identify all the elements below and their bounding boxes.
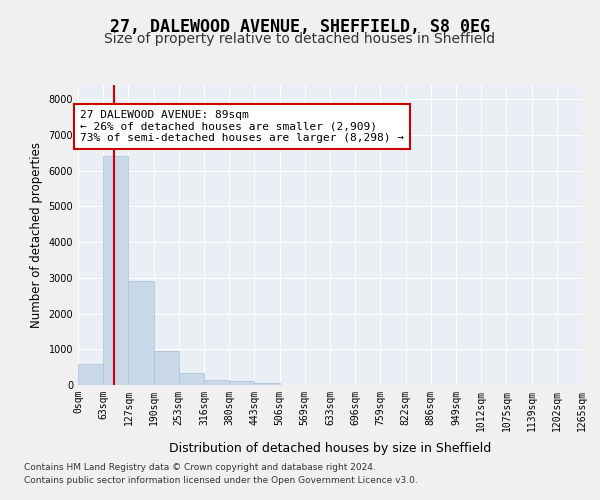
Bar [229, 382, 254, 385]
Bar [78, 364, 103, 385]
Text: Contains HM Land Registry data © Crown copyright and database right 2024.: Contains HM Land Registry data © Crown c… [24, 464, 376, 472]
Bar [128, 282, 154, 385]
Bar [103, 156, 128, 385]
X-axis label: Distribution of detached houses by size in Sheffield: Distribution of detached houses by size … [169, 442, 491, 455]
Bar [254, 383, 280, 385]
Y-axis label: Number of detached properties: Number of detached properties [30, 142, 43, 328]
Bar [179, 372, 204, 385]
Text: 27 DALEWOOD AVENUE: 89sqm
← 26% of detached houses are smaller (2,909)
73% of se: 27 DALEWOOD AVENUE: 89sqm ← 26% of detac… [80, 110, 404, 143]
Bar [204, 380, 229, 385]
Bar [154, 351, 179, 385]
Text: 27, DALEWOOD AVENUE, SHEFFIELD, S8 0EG: 27, DALEWOOD AVENUE, SHEFFIELD, S8 0EG [110, 18, 490, 36]
Text: Size of property relative to detached houses in Sheffield: Size of property relative to detached ho… [104, 32, 496, 46]
Text: Contains public sector information licensed under the Open Government Licence v3: Contains public sector information licen… [24, 476, 418, 485]
